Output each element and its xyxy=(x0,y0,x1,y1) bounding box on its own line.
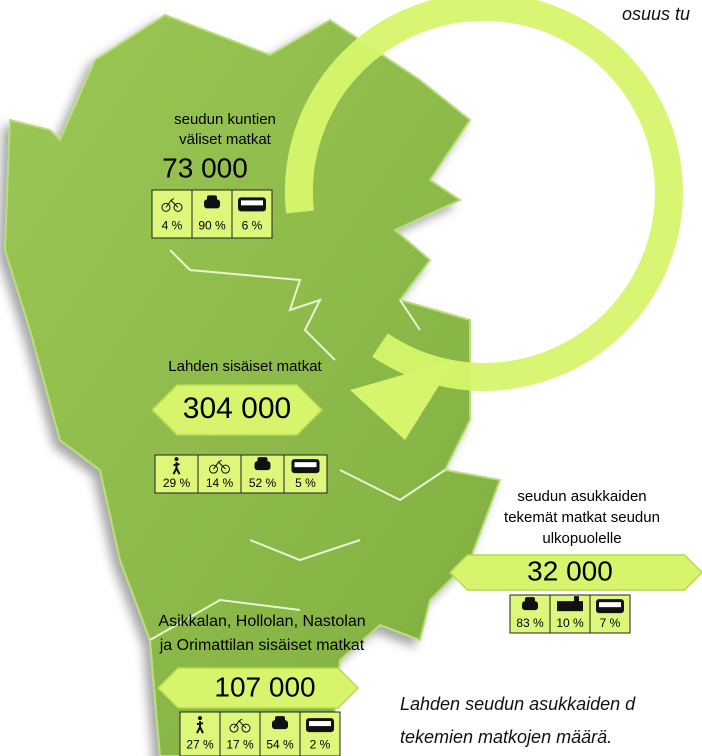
car-icon xyxy=(525,597,535,604)
corner-note: osuus tu xyxy=(622,4,690,24)
share-cell xyxy=(151,189,193,239)
share-value: 7 % xyxy=(600,616,621,630)
share-cell xyxy=(283,454,328,494)
walk-icon xyxy=(198,716,202,721)
group-label: ja Orimattilan sisäiset matkat xyxy=(159,637,365,654)
total-hexagon xyxy=(150,384,324,436)
caption-line: Lahden seudun asukkaiden d xyxy=(400,694,636,714)
bike-icon xyxy=(209,464,218,474)
bike-icon xyxy=(165,197,179,208)
share-value: 10 % xyxy=(556,616,584,630)
group-total: 304 000 xyxy=(183,392,291,425)
share-value: 83 % xyxy=(516,616,544,630)
bike-icon xyxy=(173,202,183,212)
group-total: 107 000 xyxy=(214,671,315,702)
total-hexagon xyxy=(156,667,360,709)
group-total: 73 000 xyxy=(162,152,248,183)
share-value: 5 % xyxy=(295,476,316,490)
walk-icon xyxy=(172,462,181,475)
share-value: 2 % xyxy=(310,738,331,752)
share-value: 54 % xyxy=(266,738,294,752)
car-icon xyxy=(207,195,217,202)
share-value: 4 % xyxy=(162,219,183,233)
flow-arrowhead xyxy=(350,360,455,440)
flow-ring xyxy=(284,0,683,391)
car-icon xyxy=(275,716,285,723)
bus-icon xyxy=(294,462,317,468)
car-icon xyxy=(522,601,538,611)
share-value: 6 % xyxy=(242,219,263,233)
share-value: 14 % xyxy=(206,476,234,490)
group-total: 32 000 xyxy=(527,555,613,586)
group-label: ulkopuolelle xyxy=(542,530,621,547)
car-icon xyxy=(254,461,271,471)
car-icon xyxy=(204,199,220,209)
bike-icon xyxy=(213,459,226,470)
share-value: 29 % xyxy=(163,476,191,490)
group-label: Asikkalan, Hollolan, Nastolan xyxy=(158,613,365,630)
car-icon xyxy=(272,720,288,730)
share-value: 27 % xyxy=(186,738,214,752)
bus-icon xyxy=(241,200,263,206)
group-label: seudun asukkaiden xyxy=(517,488,646,505)
bike-icon xyxy=(229,723,239,733)
share-value: 52 % xyxy=(249,476,277,490)
bike-icon xyxy=(241,723,251,733)
car-icon xyxy=(257,457,268,464)
share-cell xyxy=(549,594,591,634)
bike-icon xyxy=(233,718,247,729)
bus-icon xyxy=(309,721,331,727)
total-hexagon xyxy=(448,554,702,591)
group-label: tekemät matkat seudun xyxy=(504,509,660,526)
bike-icon xyxy=(161,202,171,212)
walk-icon xyxy=(174,457,179,462)
share-cell xyxy=(154,454,199,494)
bike-icon xyxy=(221,464,230,474)
walk-icon xyxy=(196,721,204,734)
train-icon xyxy=(557,601,583,612)
share-cell xyxy=(231,189,273,239)
share-value: 90 % xyxy=(198,219,226,233)
caption-line: tekemien matkojen määrä. xyxy=(400,727,612,747)
group-label: seudun kuntien xyxy=(174,111,276,128)
group-label: Lahden sisäiset matkat xyxy=(168,358,322,375)
share-value: 17 % xyxy=(226,738,254,752)
bus-icon xyxy=(599,602,621,608)
train-icon xyxy=(574,596,579,603)
group-label: väliset matkat xyxy=(179,131,272,148)
municipal-borders xyxy=(149,249,446,641)
